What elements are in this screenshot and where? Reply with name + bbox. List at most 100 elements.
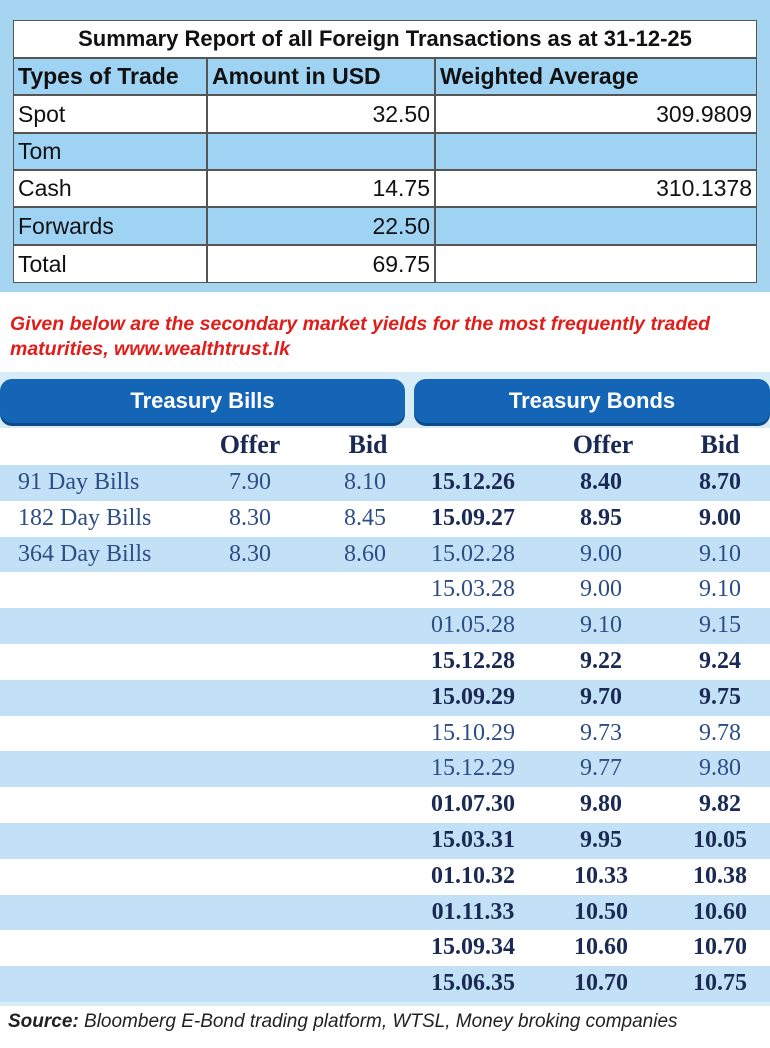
table-cell: 15.09.29 — [431, 683, 515, 710]
row-stripe — [0, 536, 770, 573]
table-cell: 15.10.29 — [431, 719, 515, 746]
table-cell: Total — [13, 245, 207, 283]
table-cell: 15.03.31 — [431, 827, 515, 853]
source: Source: Bloomberg E-Bond trading platfor… — [8, 1011, 768, 1033]
table-cell: 9.10 — [699, 576, 741, 603]
table-cell: 10.70 — [574, 970, 628, 997]
table-cell: 8.30 — [229, 504, 271, 531]
row-stripe — [0, 966, 770, 1002]
table-cell: 9.22 — [580, 648, 622, 674]
table-cell — [207, 133, 435, 170]
table-cell: 10.50 — [574, 898, 628, 925]
table-cell: 14.75 — [207, 170, 435, 207]
table-cell: 7.90 — [229, 469, 271, 495]
table-cell — [435, 245, 757, 283]
table-cell: 01.11.33 — [431, 898, 515, 925]
note: Given below are the secondary market yie… — [10, 313, 711, 360]
table-cell: 15.12.29 — [431, 755, 515, 782]
table-cell: 8.60 — [344, 540, 386, 567]
table-cell: 32.50 — [207, 95, 435, 133]
row-stripe — [0, 679, 770, 716]
table-cell: 15.12.26 — [431, 469, 515, 495]
table-cell: 10.05 — [693, 827, 747, 853]
table-cell: 9.24 — [699, 648, 741, 674]
table-cell: 01.05.28 — [431, 612, 515, 639]
table-cell: Tom — [13, 133, 207, 170]
header-row — [0, 428, 770, 465]
row-stripe — [0, 787, 770, 823]
table-cell: 364 Day Bills — [18, 540, 152, 567]
row-stripe — [0, 644, 770, 680]
table-cell: 9.10 — [699, 540, 741, 567]
table-cell: 9.82 — [699, 791, 741, 818]
table-cell: 9.80 — [580, 791, 622, 818]
table-cell: 9.75 — [699, 683, 741, 710]
table-cell: 01.10.32 — [431, 862, 515, 889]
table-cell: 8.45 — [344, 504, 386, 531]
table-cell: Cash — [13, 170, 207, 207]
table-cell: Spot — [13, 95, 207, 133]
table-cell: 22.50 — [207, 207, 435, 245]
table-cell: 01.07.30 — [431, 791, 515, 818]
table-cell: Forwards — [13, 207, 207, 245]
table-cell: 15.06.35 — [431, 970, 515, 997]
table-cell: 182 Day Bills — [18, 504, 152, 531]
column-header: Bid — [348, 430, 388, 459]
table-cell: 8.30 — [229, 540, 271, 567]
row-stripe — [0, 715, 770, 752]
table-cell: 9.95 — [580, 827, 622, 853]
table-cell: 8.95 — [580, 504, 622, 531]
source-text: Bloomberg E-Bond trading platform, WTSL,… — [84, 1011, 678, 1032]
table-cell: 9.10 — [580, 612, 622, 639]
table-cell: 15.09.34 — [431, 934, 515, 961]
column-header: Bid — [700, 430, 740, 459]
table-cell: 10.38 — [693, 862, 747, 889]
row-stripe — [0, 751, 770, 788]
table-cell: 8.10 — [344, 469, 386, 495]
column-header: Offer — [219, 430, 281, 459]
section-header: Treasury Bills — [0, 379, 405, 423]
table-cell: 310.1378 — [435, 170, 757, 207]
table-cell: 10.60 — [693, 898, 747, 925]
row-stripe — [0, 572, 770, 609]
row-stripe — [0, 894, 770, 931]
table-cell: 10.75 — [693, 970, 747, 997]
row-stripe — [0, 500, 770, 537]
column-header: Offer — [572, 430, 634, 459]
table-cell: 9.00 — [580, 576, 622, 603]
section-header: Treasury Bonds — [414, 379, 770, 423]
summary-title: Summary Report of all Foreign Transactio… — [13, 20, 757, 58]
source-label: Source: — [8, 1011, 79, 1032]
row-stripe — [0, 823, 770, 859]
table-cell: 10.70 — [693, 934, 747, 961]
table-cell: 9.00 — [580, 540, 622, 567]
column-header: Amount in USD — [207, 58, 435, 95]
row-stripe — [0, 930, 770, 967]
table-cell: 8.40 — [580, 469, 622, 495]
table-cell: 15.09.27 — [431, 504, 515, 531]
table-cell: 15.12.28 — [431, 648, 515, 674]
table-cell — [435, 133, 757, 170]
table-cell: 15.02.28 — [431, 540, 515, 567]
table-cell: 9.00 — [699, 504, 741, 531]
table-cell: 69.75 — [207, 245, 435, 283]
table-cell: 9.78 — [699, 719, 741, 746]
table-cell: 91 Day Bills — [18, 469, 140, 495]
table-cell: 9.70 — [580, 683, 622, 710]
table-cell: 15.03.28 — [431, 576, 515, 603]
column-header: Types of Trade — [13, 58, 207, 95]
row-stripe — [0, 858, 770, 895]
column-header: Weighted Average — [435, 58, 757, 95]
table-cell: 9.77 — [580, 755, 622, 782]
table-cell: 309.9809 — [435, 95, 757, 133]
table-cell: 10.60 — [574, 934, 628, 961]
table-cell: 9.73 — [580, 719, 622, 746]
table-cell: 8.70 — [699, 469, 741, 495]
row-stripe — [0, 465, 770, 501]
table-cell: 10.33 — [574, 862, 628, 889]
table-cell: 9.80 — [699, 755, 741, 782]
table-cell — [435, 207, 757, 245]
table-cell: 9.15 — [699, 612, 741, 639]
row-stripe — [0, 608, 770, 644]
